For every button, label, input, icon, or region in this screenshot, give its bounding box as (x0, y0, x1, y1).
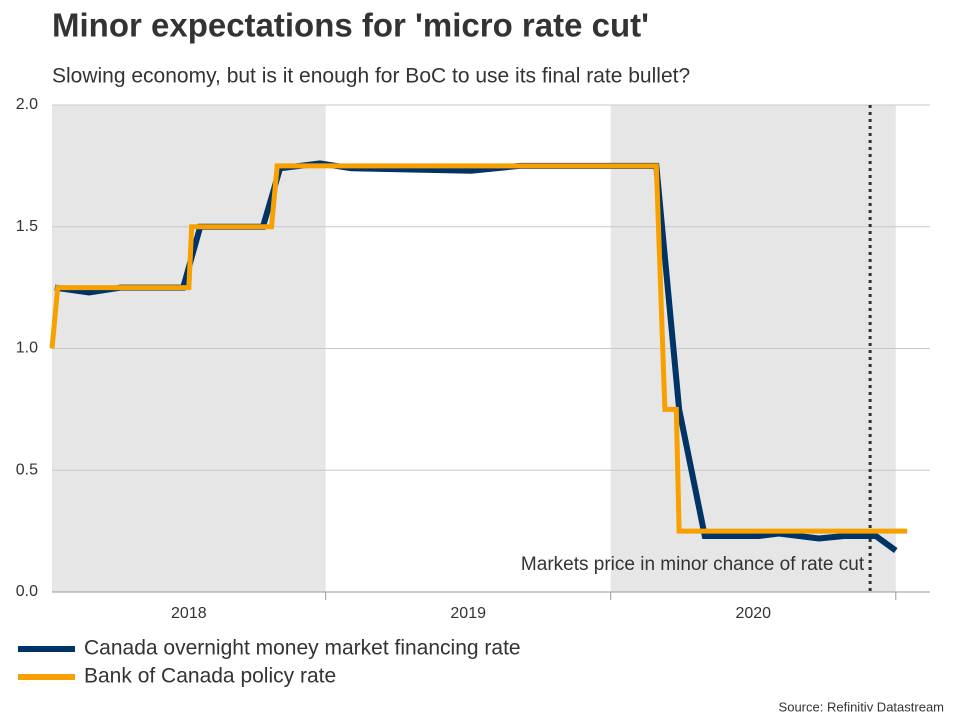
chart-subtitle: Slowing economy, but is it enough for Bo… (52, 65, 690, 88)
y-tick-label: 1.0 (16, 340, 38, 357)
line (49, 163, 908, 534)
annotation-text: Markets price in minor chance of rate cu… (521, 554, 865, 575)
chart-title: Minor expectations for 'micro rate cut' (52, 7, 649, 44)
x-tick-label: 2018 (171, 605, 207, 622)
source: Source: Refinitiv Datastream (779, 699, 944, 714)
legend-label: Bank of Canada policy rate (84, 665, 336, 688)
x-tick-label: 2020 (735, 605, 771, 622)
y-tick-label: 1.5 (16, 218, 38, 235)
legend-label: Canada overnight money market financing … (84, 637, 521, 660)
y-tick-label: 2.0 (16, 96, 38, 113)
y-tick-label: 0.0 (16, 583, 38, 600)
x-tick-label: 2019 (450, 605, 486, 622)
y-tick-label: 0.5 (16, 461, 38, 478)
